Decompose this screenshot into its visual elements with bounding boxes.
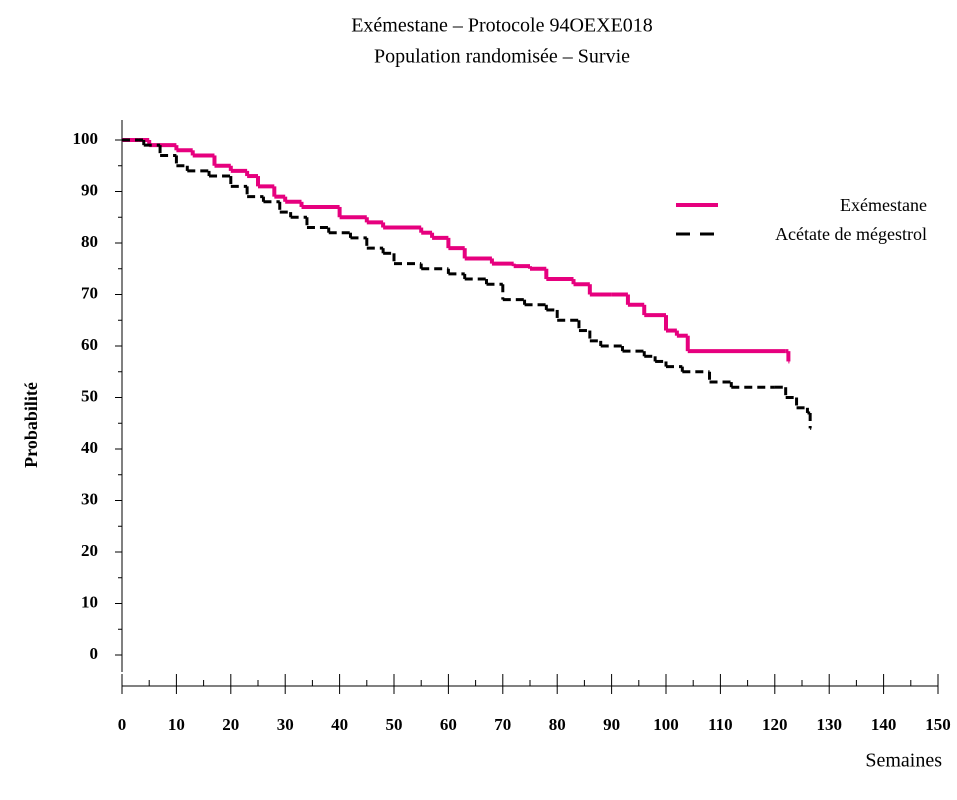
y-axis-label: Probabilité (21, 382, 41, 468)
x-tick-label: 80 (549, 715, 566, 734)
x-tick-label: 10 (168, 715, 185, 734)
y-tick-label: 100 (73, 129, 99, 148)
y-tick-label: 60 (81, 335, 98, 354)
y-tick-label: 70 (81, 283, 98, 302)
x-tick-label: 120 (762, 715, 788, 734)
x-tick-label: 70 (494, 715, 511, 734)
y-tick-label: 20 (81, 541, 98, 560)
x-tick-label: 0 (118, 715, 127, 734)
x-tick-label: 90 (603, 715, 620, 734)
legend-label: Acétate de mégestrol (775, 224, 927, 244)
y-tick-label: 80 (81, 232, 98, 251)
y-tick-label: 10 (81, 592, 98, 611)
x-tick-label: 130 (816, 715, 842, 734)
y-tick-label: 30 (81, 489, 98, 508)
y-tick-label: 50 (81, 386, 98, 405)
x-tick-label: 60 (440, 715, 457, 734)
x-tick-label: 140 (871, 715, 897, 734)
x-tick-label: 50 (386, 715, 403, 734)
x-tick-label: 30 (277, 715, 294, 734)
chart-title: Exémestane – Protocole 94OEXE018 (351, 15, 653, 37)
x-tick-label: 150 (925, 715, 951, 734)
legend-label: Exémestane (840, 195, 927, 215)
y-tick-label: 40 (81, 438, 98, 457)
x-tick-label: 100 (653, 715, 679, 734)
x-tick-label: 20 (222, 715, 239, 734)
y-tick-label: 90 (81, 180, 98, 199)
chart-subtitle: Population randomisée – Survie (374, 46, 630, 68)
x-tick-label: 40 (331, 715, 348, 734)
y-tick-label: 0 (90, 644, 99, 663)
x-axis-label: Semaines (865, 750, 942, 772)
x-tick-label: 110 (708, 715, 733, 734)
